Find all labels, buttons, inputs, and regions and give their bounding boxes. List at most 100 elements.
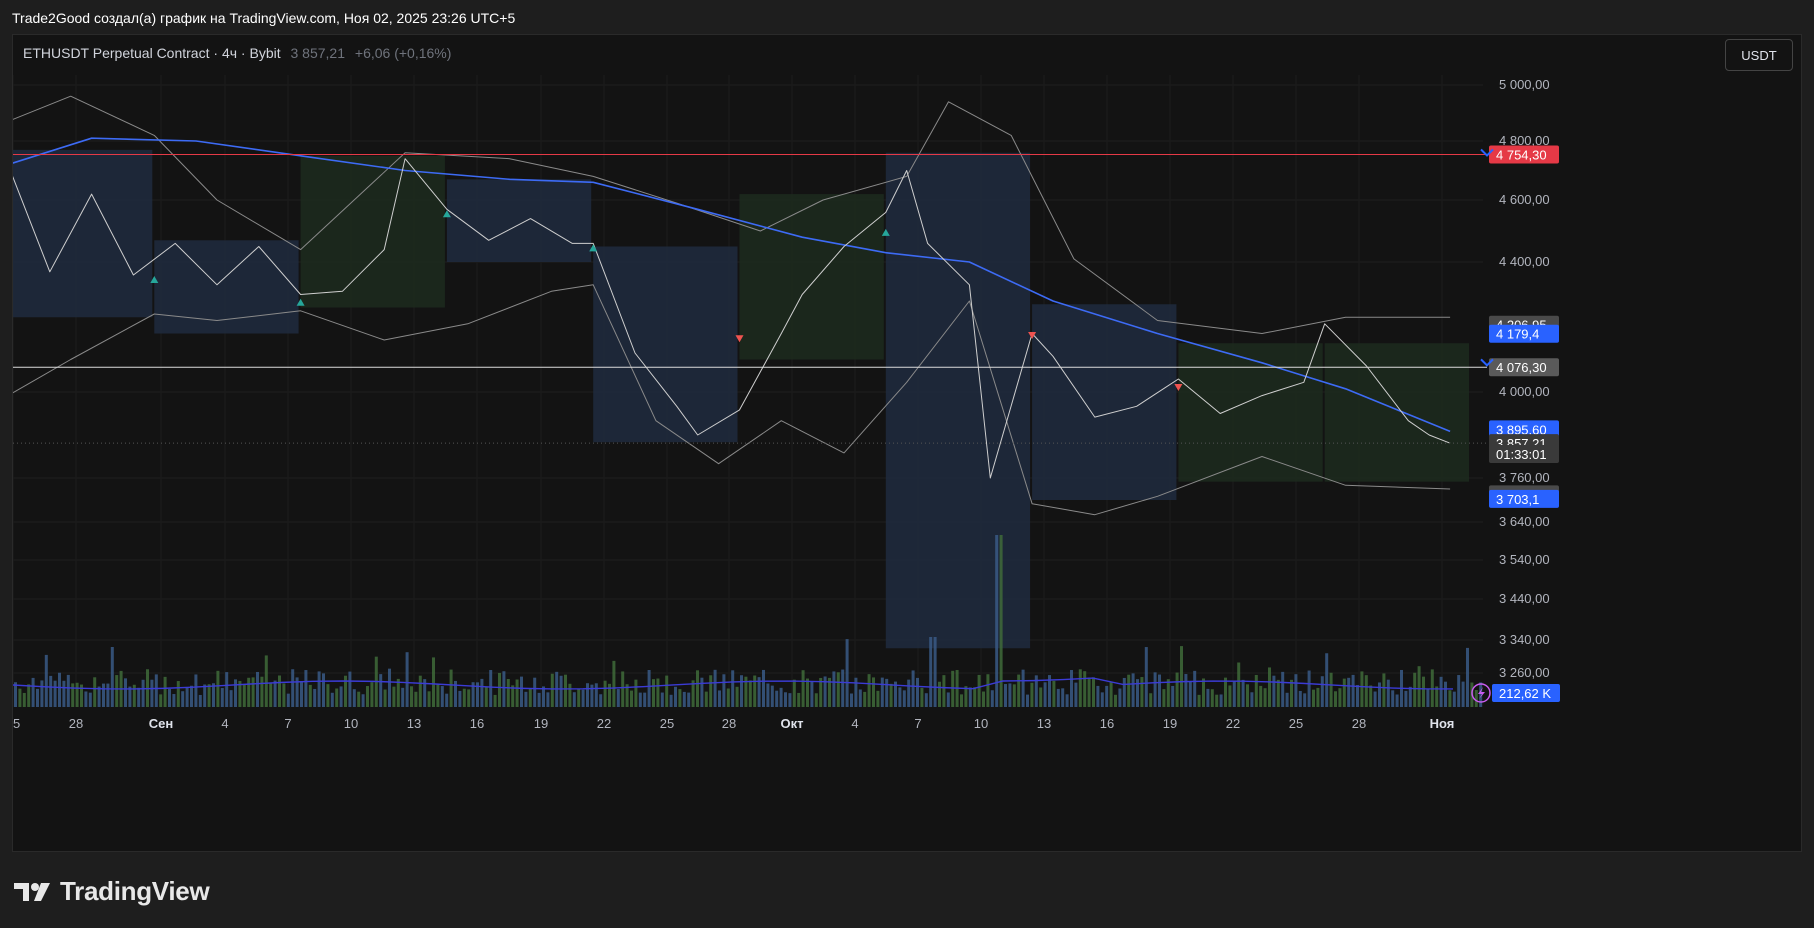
volume-bar [220,688,224,707]
volume-ma-line [13,677,1454,690]
volume-bar [1180,646,1183,707]
volume-bar [1202,678,1205,707]
volume-bar [832,671,836,707]
range-box-bull [1178,343,1323,482]
chart-frame[interactable]: 5 000,00 4 800,00 4 600,00 4 400,00 4 000,00… [12,34,1802,852]
price-label-chip [1489,324,1559,343]
volume-bar [242,684,246,707]
volume-bar [260,676,264,707]
x-tick-label: 28 [1352,716,1366,731]
volume-bar [964,686,968,707]
volume-bar [674,686,677,707]
volume-bar [1034,675,1038,707]
volume-bar [436,683,440,707]
range-box-bear [446,179,592,262]
volume-bar [520,676,523,707]
volume-bar [410,686,413,707]
volume-bar [1474,690,1478,707]
volume-bar [515,679,519,707]
symbol-interval[interactable]: 4ч [221,45,238,61]
volume-bar [295,677,299,707]
volume-bar [44,654,48,707]
volume-bar [850,693,853,707]
volume-bar [836,672,840,707]
volume-bar [1395,694,1399,707]
volume-bar [1193,670,1197,707]
volume-bar [405,652,409,707]
volume-bar [168,689,171,707]
volume-bar [190,685,193,707]
volume-bar [1074,682,1078,707]
volume-bar [1004,684,1007,707]
volume-bar [599,694,603,707]
volume-bar [27,684,31,707]
range-box-bear [1032,304,1177,500]
volume-bar [1197,694,1201,707]
y-tick-label: 5 000,00 [1499,77,1550,92]
volume-bar [876,690,880,707]
volume-bar [1184,674,1188,707]
volume-bar [946,692,950,707]
symbol-name[interactable]: ETHUSDT Perpetual Contract [23,45,210,61]
buy-signal-icon [442,210,451,218]
buy-signal-icon [296,298,305,306]
volume-bar [920,687,924,707]
volume-bar [731,670,735,707]
volume-bar [1162,689,1166,707]
volume-bar [229,690,233,707]
volume-bar [559,675,563,707]
volume-bar [810,681,814,707]
y-tick-label: 3 260,00 [1499,665,1550,680]
volume-bar [1316,687,1320,707]
volume-bar [590,684,594,707]
volume-bar [1061,688,1065,707]
volume-bar [282,683,286,707]
currency-button[interactable]: USDT [1725,39,1793,71]
x-tick-label: Окт [781,716,804,731]
volume-bar [66,674,70,707]
volume-bar [1065,694,1069,707]
volume-bar [185,687,189,707]
y-tick-label: 3 640,00 [1499,514,1550,529]
volume-bar [132,684,136,707]
volume-bar [806,678,809,707]
volume-bar [643,692,647,707]
volume-bar [53,680,57,707]
lightning-icon[interactable] [1471,683,1491,703]
volume-bar [1144,647,1148,707]
volume-bar [696,670,699,707]
volume-bar [251,677,255,707]
volume-bar [1228,685,1232,707]
volume-bar [234,679,237,707]
volume-bar [713,669,717,707]
x-tick-label: 13 [1037,716,1051,731]
chevron-down-icon[interactable] [1480,358,1494,367]
y-tick-label: 4 000,00 [1499,384,1550,399]
volume-bar [564,674,567,707]
volume-bar [616,689,620,707]
tradingview-logo[interactable]: TradingView [14,876,210,907]
volume-bar [718,690,721,707]
volume-bar [1360,671,1364,707]
volume-bar [995,535,999,707]
volume-bar [621,671,625,707]
volume-bar [1210,689,1214,707]
volume-bar [110,647,114,707]
range-box-bull [300,155,445,308]
volume-label-chip [1492,684,1560,702]
volume-bar [691,680,695,707]
volume-bar [779,687,783,707]
volume-bar [603,680,607,707]
volume-bar [1364,675,1368,707]
range-box-bear [593,246,738,443]
chevron-down-icon[interactable] [1480,148,1494,157]
chart-plot[interactable]: 5 000,00 4 800,00 4 600,00 4 400,00 4 000,00… [13,35,1802,852]
x-tick-label: 28 [722,716,736,731]
volume-bar [528,688,532,707]
volume-bar [1241,679,1245,707]
volume-bar [942,675,946,707]
volume-bar [128,686,132,707]
volume-bar [700,677,704,707]
volume-bar [36,688,39,707]
volume-bar [814,693,818,707]
